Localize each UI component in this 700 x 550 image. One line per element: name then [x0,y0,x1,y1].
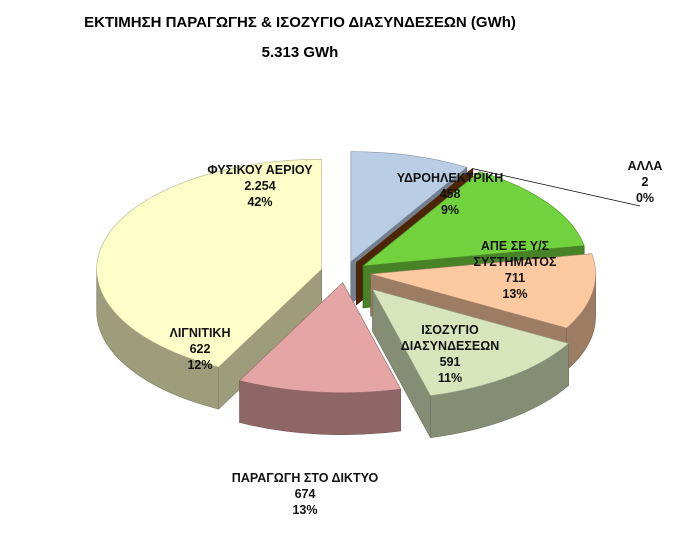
slice-label: ΑΠΕ ΣΕ Υ/Σ ΣΥΣΤΗΜΑΤΟΣ 711 13% [455,238,575,302]
category-label: ΥΔΡΟΗΛΕΚΤΡΙΚΗ [396,171,504,185]
value-label: 458 [439,187,461,201]
slice [350,151,468,263]
slice-label: ΙΣΟΖΥΓΙΟ ΔΙΑΣΥΝΔΕΣΕΩΝ 591 11% [385,322,515,386]
slice [239,282,402,393]
chart-subtitle: 5.313 GWh [261,44,339,61]
category-label: ΙΣΟΖΥΓΙΟ ΔΙΑΣΥΝΔΕΣΕΩΝ [400,323,500,353]
category-label: ΦΥΣΙΚΟΥ ΑΕΡΙΟΥ [207,163,313,177]
value-label: 711 [504,271,526,285]
category-label: ΑΠΕ ΣΕ Υ/Σ ΣΥΣΤΗΜΑΤΟΣ [473,239,557,269]
value-label: 2.254 [244,179,276,193]
leader-line [472,168,641,207]
slice [370,253,596,329]
chart-title: ΕΚΤΙΜΗΣΗ ΠΑΡΑΓΩΓΗΣ & ΙΣΟΖΥΓΙΟ ΔΙΑΣΥΝΔΕΣΕ… [84,14,516,31]
value-label: 622 [189,342,211,356]
percentage-label: 11% [437,371,463,385]
percentage-label: 12% [187,358,213,372]
percentage-label: 0% [635,191,655,205]
slice-label: ΥΔΡΟΗΛΕΚΤΡΙΚΗ 458 9% [395,170,505,218]
percentage-label: 13% [292,503,318,517]
percentage-label: 13% [502,287,528,301]
category-label: ΑΛΛΑ [627,159,663,173]
category-label: ΛΙΓΝΙΤΙΚΗ [169,326,231,340]
slice-label: ΦΥΣΙΚΟΥ ΑΕΡΙΟΥ 2.254 42% [175,162,345,210]
percentage-label: 42% [247,195,273,209]
value-label: 2 [641,175,649,189]
slice [96,158,322,368]
slice [371,288,570,397]
slice-label: ΛΙΓΝΙΤΙΚΗ 622 12% [145,325,255,373]
slice [362,171,585,267]
slice-label: ΠΑΡΑΓΩΓΗ ΣΤΟ ΔΙΚΤΥΟ 674 13% [205,470,405,518]
slice-label: ΑΛΛΑ 2 0% [615,158,675,206]
value-label: 674 [294,487,316,501]
value-label: 591 [439,355,461,369]
category-label: ΠΑΡΑΓΩΓΗ ΣΤΟ ΔΙΚΤΥΟ [231,471,379,485]
percentage-label: 9% [440,203,460,217]
